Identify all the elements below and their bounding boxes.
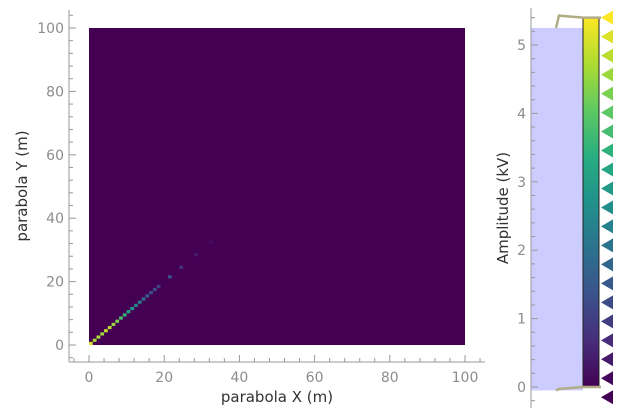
y-tick-label: 80 <box>46 84 64 100</box>
range-bracket-top[interactable] <box>554 14 601 29</box>
heatmap-cell <box>194 253 199 257</box>
x-tick-label: 20 <box>155 370 173 386</box>
heatmap-cell <box>209 240 214 244</box>
heatmap-cells <box>89 28 465 345</box>
colorbar-tick-label: 4 <box>517 106 526 122</box>
x-tick-label: 100 <box>452 370 479 386</box>
heatmap-cell <box>145 294 150 298</box>
histogram-fill <box>531 27 583 391</box>
heatmap-cell <box>122 313 127 317</box>
gradient-stop-handle[interactable] <box>601 143 613 158</box>
y-tick-label: 100 <box>37 21 64 37</box>
gradient-stop-handle[interactable] <box>601 276 613 291</box>
gradient-stop-handle[interactable] <box>601 200 613 215</box>
gradient-stop-handle[interactable] <box>601 162 613 177</box>
colorbar-content <box>531 10 613 405</box>
gradient-stop-handle[interactable] <box>601 257 613 272</box>
colorbar-tick-label: 0 <box>517 380 526 396</box>
colorbar-tick-label: 3 <box>517 175 526 191</box>
x-tick-label: 60 <box>306 370 324 386</box>
y-axis-label: parabola Y (m) <box>13 130 31 241</box>
heatmap-cell <box>107 325 112 330</box>
heatmap-cell <box>137 300 142 304</box>
x-axis-label: parabola X (m) <box>221 388 333 406</box>
heatmap-cell <box>104 329 108 333</box>
gradient-stop-handle[interactable] <box>601 48 613 63</box>
gradient-stop-handle[interactable] <box>601 352 613 367</box>
gradient-stop-handle[interactable] <box>601 390 613 405</box>
heatmap-cell <box>134 303 138 307</box>
x-tick-label: 40 <box>230 370 248 386</box>
heatmap-cell <box>152 287 157 292</box>
y-tick-label: 60 <box>46 148 64 164</box>
colorbar-gradient <box>582 17 600 388</box>
x-tick-label: 0 <box>85 370 94 386</box>
colorbar-ticks: 0 1 2 3 4 5 <box>517 17 538 402</box>
gradient-stop-handle[interactable] <box>601 333 613 348</box>
colorbar-panel: 0 1 2 3 4 5 Amplitude (kV) <box>494 8 613 408</box>
heatmap-cell <box>156 284 161 288</box>
x-axis-ticks: 0 20 40 60 80 100 <box>73 355 481 386</box>
colorbar-axis-label: Amplitude (kV) <box>494 152 512 264</box>
gradient-stop-handle[interactable] <box>601 219 613 234</box>
heatmap-cell <box>115 319 120 323</box>
gradient-stop-handle[interactable] <box>601 238 613 253</box>
heatmap-cell <box>100 332 105 336</box>
gradient-stop-handle[interactable] <box>601 29 613 44</box>
heatmap-cell <box>167 275 172 279</box>
gradient-stop-handle[interactable] <box>601 371 613 386</box>
gradient-stop-handle[interactable] <box>601 295 613 310</box>
gradient-stop-handle[interactable] <box>601 181 613 196</box>
x-tick-label: 80 <box>381 370 399 386</box>
range-bracket-bottom[interactable] <box>555 385 601 392</box>
gradient-stop-handle[interactable] <box>601 105 613 120</box>
gradient-stop-handle[interactable] <box>601 124 613 139</box>
gradient-stop-handle[interactable] <box>601 67 613 82</box>
colorbar-tick-label: 2 <box>517 243 526 259</box>
heatmap-cell <box>130 306 135 311</box>
heatmap-cell <box>89 341 93 345</box>
y-tick-label: 40 <box>46 211 64 227</box>
colorbar-tick-label: 5 <box>517 38 526 54</box>
gradient-stop-handle[interactable] <box>601 86 613 101</box>
heatmap-cell <box>149 291 153 295</box>
y-tick-label: 0 <box>55 338 64 354</box>
gradient-stop-handle[interactable] <box>601 314 613 329</box>
heatmap-cell <box>119 316 123 320</box>
heatmap-panel: 0 20 40 60 80 100 0 20 40 60 80 100 parabola X (m)… <box>13 10 485 406</box>
heatmap-cell <box>179 265 183 269</box>
colorbar-tick-label: 1 <box>517 312 526 328</box>
y-tick-label: 20 <box>46 275 64 291</box>
heatmap-cell <box>111 322 116 326</box>
y-axis-ticks: 0 20 40 60 80 100 <box>37 14 76 359</box>
heatmap-cell <box>141 297 146 301</box>
heatmap-cell <box>96 335 101 339</box>
heatmap-cell <box>92 338 97 342</box>
heatmap-cell <box>126 310 131 314</box>
gradient-stop-handle[interactable] <box>601 10 613 25</box>
